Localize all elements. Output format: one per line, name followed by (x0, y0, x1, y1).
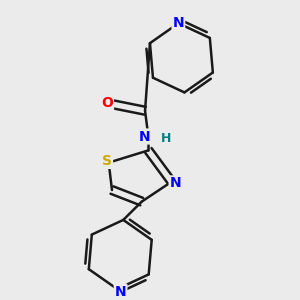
Text: O: O (101, 96, 113, 110)
Text: N: N (172, 16, 184, 30)
Text: N: N (169, 176, 181, 190)
Text: S: S (102, 154, 112, 168)
Text: N: N (115, 285, 126, 299)
Text: N: N (139, 130, 151, 143)
Text: H: H (161, 132, 172, 145)
